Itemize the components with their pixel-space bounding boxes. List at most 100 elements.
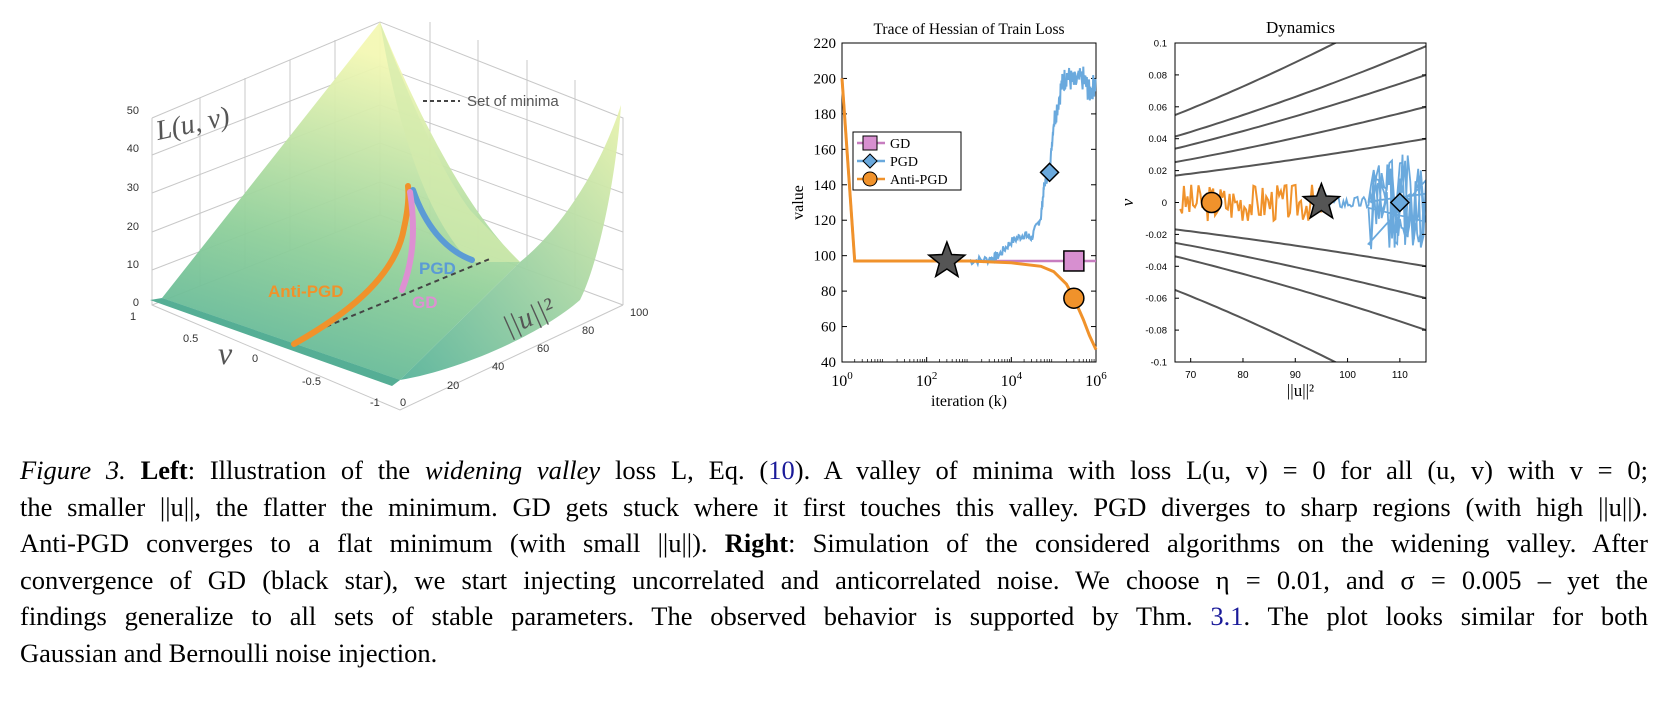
z-tick: 20	[127, 221, 139, 233]
caption-text: : Simulation of the considered algorithm…	[788, 528, 1648, 558]
u-tick: 0	[400, 397, 406, 409]
pgd-marker	[1389, 192, 1410, 213]
caption-text: findings generalize to all sets of stabl…	[20, 601, 1211, 631]
y-tick-label: 200	[814, 71, 837, 87]
y-tick-label: 140	[814, 178, 837, 194]
u-tick: 20	[447, 380, 459, 392]
y-tick-label: 60	[821, 320, 836, 336]
pgd-dynamics-line	[1320, 154, 1426, 250]
y-tick-label: 120	[814, 213, 837, 229]
v-axis-label: v	[218, 335, 233, 371]
caption-text: Anti-PGD converges to a flat minimum (wi…	[20, 528, 725, 558]
dynamics-chart-title: Dynamics	[1266, 18, 1335, 37]
contour-line	[1175, 241, 1426, 300]
minima-legend-label: Set of minima	[467, 93, 559, 110]
v-tick: -0.5	[302, 376, 321, 388]
left-label: Left	[140, 455, 188, 485]
y-tick-label: 40	[821, 355, 836, 371]
contour-line	[1175, 45, 1426, 138]
caption-line: Figure 3. Left: Illustration of the wide…	[20, 452, 1648, 489]
minima-legend: Set of minima	[423, 93, 559, 110]
z-axis-ticks: 0 10 20 30 40 50	[127, 105, 139, 309]
contour-line	[1175, 105, 1426, 164]
x-tick-label: 110	[1392, 370, 1408, 381]
legend-marker	[862, 135, 878, 151]
dynamics-x-label: ||u||²	[1287, 381, 1314, 400]
z-tick: 40	[127, 143, 139, 155]
z-tick: 10	[127, 259, 139, 271]
pgd-series-line	[968, 66, 1097, 268]
legend-label: PGD	[890, 155, 918, 170]
theorem-ref-link[interactable]: 3.1	[1210, 601, 1244, 631]
caption-text: : Illustration of the	[187, 455, 425, 485]
antipgd-series-line	[840, 78, 1098, 351]
gd-convergence-star	[1301, 181, 1342, 220]
hessian-y-label: value	[790, 185, 807, 220]
v-tick: 0	[252, 353, 258, 365]
z-tick: 50	[127, 105, 139, 117]
y-tick-label: 80	[821, 284, 836, 300]
u-tick: 60	[537, 343, 549, 355]
figure-caption: Figure 3. Left: Illustration of the wide…	[20, 452, 1648, 671]
v-axis-ticks: 1 0.5 0 -0.5 -1	[130, 311, 380, 409]
contour-line	[1175, 43, 1338, 117]
hessian-chart-title: Trace of Hessian of Train Loss	[873, 21, 1064, 38]
antipgd-marker	[1063, 287, 1085, 309]
u-axis-ticks: 0 20 40 60 80 100	[400, 307, 648, 409]
dynamics-plot-area	[1175, 43, 1426, 362]
y-tick-label: 220	[814, 36, 837, 52]
caption-line: the smaller ||u||, the flatter the minim…	[20, 491, 1648, 522]
z-tick: 30	[127, 182, 139, 194]
y-tick-label: 0.04	[1149, 134, 1168, 145]
y-tick-label: -0.08	[1145, 326, 1167, 337]
gd-label: GD	[412, 293, 438, 312]
contour-line	[1175, 137, 1426, 177]
y-tick-label: 180	[814, 107, 837, 123]
loss-surface	[150, 22, 621, 386]
gd-trajectory	[399, 189, 417, 293]
dynamics-chart: Dynamics 0.1 0.08 0.06 0.04 0.02 0 -0.02 -0.04 -0…	[1118, 18, 1427, 400]
u-tick: 100	[630, 307, 648, 319]
pgd-marker	[1039, 162, 1060, 183]
z-tick: 0	[133, 297, 139, 309]
x-tick-label: 80	[1237, 370, 1249, 381]
legend-label: Anti-PGD	[890, 173, 948, 188]
hessian-plot-frame	[841, 42, 1097, 363]
v-tick: -1	[370, 397, 380, 409]
right-charts: Trace of Hessian of Train Loss 40 60 80 100 1…	[790, 18, 1427, 410]
contour-line	[1175, 255, 1426, 332]
figure-label: Figure 3.	[20, 455, 126, 485]
caption-line: Anti-PGD converges to a flat minimum (wi…	[20, 525, 1648, 562]
y-tick-label: 0.06	[1149, 102, 1168, 113]
hessian-x-label: iteration (k)	[931, 393, 1007, 410]
antipgd-marker	[1200, 191, 1223, 214]
x-tick-label: 90	[1290, 370, 1302, 381]
x-tick-label: 100	[1339, 370, 1356, 381]
contour-line	[1175, 73, 1426, 150]
hessian-legend: GD PGD Anti-PGD	[852, 131, 962, 191]
x-tick-label: 70	[1185, 370, 1197, 381]
caption-emphasis: widening valley	[424, 455, 601, 485]
legend-label: GD	[890, 137, 910, 152]
hessian-trace-chart: Trace of Hessian of Train Loss 40 60 80 100 1…	[790, 21, 1107, 410]
right-label: Right	[724, 528, 789, 558]
dynamics-y-label: v	[1118, 198, 1137, 206]
y-tick-label: 0.08	[1149, 70, 1168, 81]
widening-valley-3d-plot: Set of minima Anti-PGD PGD GD 0 10 20 30…	[127, 21, 648, 411]
caption-line: findings generalize to all sets of stabl…	[20, 598, 1648, 635]
gd-marker	[1063, 250, 1085, 272]
legend-marker	[862, 171, 878, 187]
antipgd-label: Anti-PGD	[268, 282, 344, 301]
set-of-minima-line	[317, 257, 493, 331]
y-tick-label: -0.04	[1145, 262, 1167, 273]
u-tick: 40	[492, 361, 504, 373]
y-tick-label: -0.1	[1151, 358, 1167, 369]
x-tick-label: 100	[831, 370, 853, 390]
y-tick-label: -0.02	[1145, 230, 1167, 241]
pgd-trajectory	[410, 187, 475, 263]
y-tick-label: 0	[1162, 198, 1167, 209]
equation-ref-link[interactable]: 10	[768, 455, 795, 485]
x-tick-label: 106	[1085, 370, 1107, 390]
y-tick-label: 160	[814, 142, 837, 158]
pgd-label: PGD	[419, 259, 456, 278]
